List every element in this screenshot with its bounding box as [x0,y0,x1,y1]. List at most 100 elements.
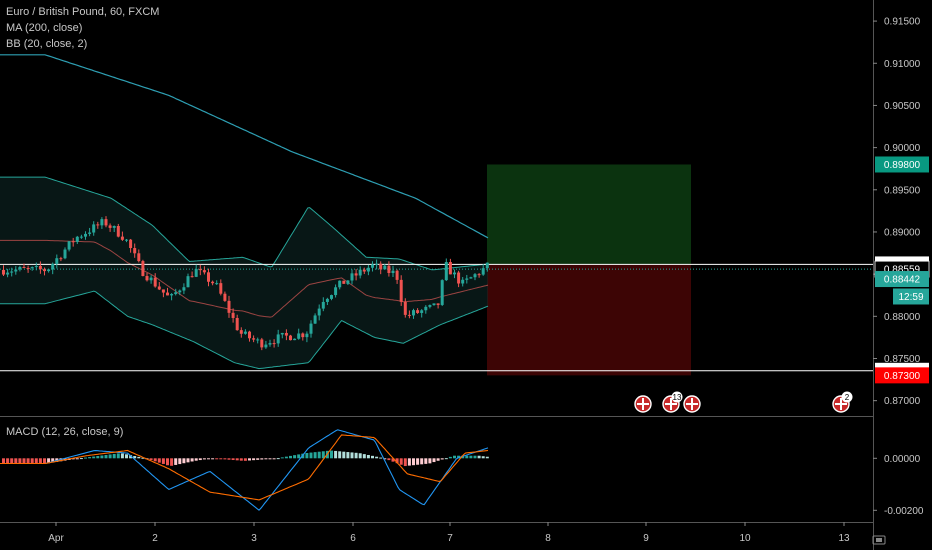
candle[interactable] [366,267,370,272]
macd-bar[interactable] [108,454,112,459]
candle[interactable] [448,262,452,275]
candle[interactable] [219,283,223,294]
candle[interactable] [457,272,461,284]
candle[interactable] [231,312,235,318]
candle[interactable] [26,267,30,269]
candle[interactable] [149,277,153,281]
macd-bar[interactable] [198,458,202,461]
candle[interactable] [6,272,10,275]
macd-bar[interactable] [362,454,366,459]
candle[interactable] [407,314,411,316]
candle[interactable] [30,267,34,269]
candle[interactable] [297,333,301,339]
ma-200-line[interactable] [0,54,489,239]
macd-bar[interactable] [47,458,51,464]
macd-bar[interactable] [338,451,342,459]
calendar-events[interactable]: 13 2 [634,391,853,413]
candle[interactable] [153,277,157,287]
macd-bar[interactable] [18,458,22,464]
candle[interactable] [391,270,395,273]
macd-bar[interactable] [100,455,104,459]
macd-bar[interactable] [194,458,198,461]
candle[interactable] [182,287,186,291]
candle[interactable] [108,225,112,228]
candle[interactable] [330,295,333,299]
candle[interactable] [178,290,182,293]
macd-bar[interactable] [157,458,161,463]
macd-bar[interactable] [473,455,477,459]
macd-bar[interactable] [366,454,370,459]
candle[interactable] [67,241,71,250]
macd-bar[interactable] [424,458,428,464]
macd-bar[interactable] [6,458,10,464]
macd-bar[interactable] [272,458,276,460]
macd-bar[interactable] [350,452,354,459]
ma-legend[interactable]: MA (200, close) [6,22,83,34]
macd-bar[interactable] [412,458,415,466]
candle[interactable] [485,262,489,269]
macd-bar[interactable] [416,458,420,465]
candle[interactable] [444,262,448,281]
macd-line[interactable] [0,429,489,511]
candle[interactable] [2,269,5,275]
candle[interactable] [100,219,104,226]
candle[interactable] [223,293,227,301]
macd-bar[interactable] [88,457,92,459]
macd-bar[interactable] [202,458,206,460]
candle[interactable] [412,310,415,316]
macd-bar[interactable] [92,456,96,459]
candle[interactable] [346,280,350,284]
macd-bar[interactable] [481,456,485,459]
candle[interactable] [129,239,133,249]
candle[interactable] [325,298,329,302]
candle[interactable] [84,233,87,237]
macd-bar[interactable] [120,453,124,459]
candle[interactable] [34,265,38,268]
candle[interactable] [473,274,477,278]
candle[interactable] [96,224,100,226]
macd-bar[interactable] [182,458,186,464]
candle[interactable] [317,308,321,316]
candle[interactable] [170,294,174,296]
candle[interactable] [301,333,305,338]
candle[interactable] [104,219,108,226]
macd-bar[interactable] [186,458,190,463]
candle[interactable] [141,261,145,276]
candle[interactable] [260,339,264,348]
bollinger-basis[interactable] [0,239,489,318]
candle[interactable] [379,263,383,270]
candle[interactable] [75,236,79,242]
candle[interactable] [63,249,67,259]
bb-legend[interactable]: BB (20, close, 2) [6,38,88,50]
macd-bar[interactable] [436,458,440,461]
candle[interactable] [166,292,169,296]
candle[interactable] [174,292,178,295]
candle[interactable] [59,258,63,260]
candle[interactable] [313,315,317,324]
macd-bar[interactable] [317,451,321,459]
candle[interactable] [477,274,481,276]
macd-bar[interactable] [371,455,374,459]
macd-bar[interactable] [137,456,141,459]
candle[interactable] [276,334,280,344]
candle[interactable] [293,338,297,341]
macd-bar[interactable] [215,458,219,460]
macd-bar[interactable] [174,458,178,465]
macd-bar[interactable] [485,456,489,459]
candle[interactable] [280,332,284,335]
candle[interactable] [432,303,436,306]
macd-bar[interactable] [403,458,407,467]
candle[interactable] [211,281,215,284]
candle[interactable] [420,310,424,313]
candle[interactable] [145,275,149,281]
candle[interactable] [198,269,202,271]
candle[interactable] [157,286,161,290]
macd-bar[interactable] [248,458,251,461]
macd-bar[interactable] [280,457,284,459]
candle[interactable] [481,268,485,275]
macd-bar[interactable] [227,458,231,460]
candle[interactable] [38,265,42,270]
candle[interactable] [428,305,432,307]
target-zone[interactable] [487,164,691,265]
candle[interactable] [395,270,399,280]
